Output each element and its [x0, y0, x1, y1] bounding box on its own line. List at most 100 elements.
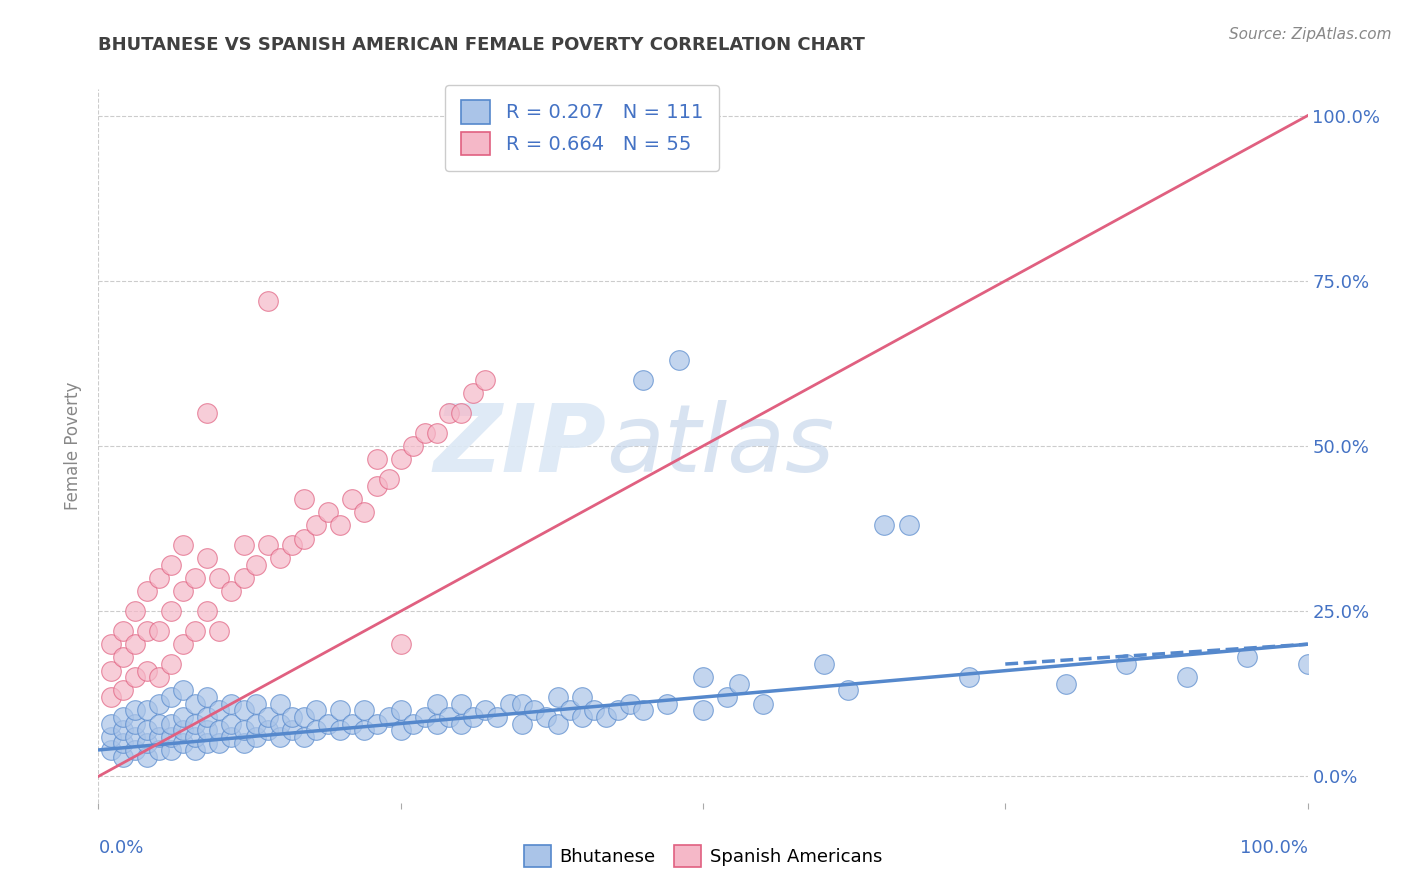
Point — [474, 703, 496, 717]
Point — [269, 730, 291, 744]
Point — [111, 683, 134, 698]
Point — [463, 386, 485, 401]
Point — [111, 723, 134, 738]
Point — [595, 710, 617, 724]
Point — [208, 703, 231, 717]
Point — [607, 703, 630, 717]
Point — [534, 710, 557, 724]
Point — [389, 452, 412, 467]
Point — [195, 406, 218, 420]
Point — [148, 670, 170, 684]
Point — [837, 683, 859, 698]
Point — [752, 697, 775, 711]
Point — [208, 624, 231, 638]
Point — [160, 558, 183, 572]
Point — [195, 551, 218, 566]
Point — [269, 697, 291, 711]
Point — [100, 730, 122, 744]
Point — [184, 716, 207, 731]
Point — [256, 723, 278, 738]
Point — [124, 703, 146, 717]
Point — [172, 736, 194, 750]
Point — [221, 730, 243, 744]
Point — [305, 703, 328, 717]
Point — [172, 723, 194, 738]
Point — [208, 723, 231, 738]
Point — [135, 703, 157, 717]
Point — [498, 697, 520, 711]
Point — [135, 736, 157, 750]
Point — [366, 478, 388, 492]
Point — [269, 716, 291, 731]
Point — [148, 716, 170, 731]
Point — [232, 571, 254, 585]
Point — [463, 710, 485, 724]
Text: atlas: atlas — [606, 401, 835, 491]
Point — [135, 723, 157, 738]
Point — [1054, 677, 1077, 691]
Point — [100, 637, 122, 651]
Point — [100, 690, 122, 704]
Point — [148, 697, 170, 711]
Point — [195, 690, 218, 704]
Point — [342, 491, 364, 506]
Point — [208, 571, 231, 585]
Point — [221, 584, 243, 599]
Point — [631, 373, 654, 387]
Point — [256, 293, 278, 308]
Point — [160, 730, 183, 744]
Point — [353, 723, 375, 738]
Point — [184, 624, 207, 638]
Point — [232, 736, 254, 750]
Point — [160, 743, 183, 757]
Legend: Bhutanese, Spanish Americans: Bhutanese, Spanish Americans — [516, 838, 890, 874]
Point — [619, 697, 641, 711]
Point — [402, 716, 425, 731]
Point — [402, 439, 425, 453]
Point — [172, 710, 194, 724]
Point — [437, 406, 460, 420]
Point — [353, 703, 375, 717]
Point — [184, 697, 207, 711]
Point — [195, 710, 218, 724]
Point — [292, 730, 315, 744]
Point — [413, 710, 436, 724]
Point — [292, 710, 315, 724]
Point — [305, 723, 328, 738]
Point — [135, 664, 157, 678]
Point — [389, 637, 412, 651]
Point — [486, 710, 509, 724]
Point — [329, 703, 352, 717]
Point — [377, 472, 399, 486]
Point — [957, 670, 980, 684]
Point — [100, 743, 122, 757]
Point — [873, 518, 896, 533]
Point — [558, 703, 581, 717]
Text: 100.0%: 100.0% — [1240, 839, 1308, 857]
Point — [668, 353, 690, 368]
Point — [389, 703, 412, 717]
Point — [305, 518, 328, 533]
Point — [292, 491, 315, 506]
Point — [160, 690, 183, 704]
Point — [547, 716, 569, 731]
Point — [195, 604, 218, 618]
Point — [208, 736, 231, 750]
Text: ZIP: ZIP — [433, 400, 606, 492]
Point — [316, 505, 339, 519]
Point — [184, 743, 207, 757]
Point — [245, 716, 267, 731]
Point — [474, 373, 496, 387]
Point — [426, 425, 449, 440]
Point — [450, 716, 472, 731]
Point — [281, 538, 304, 552]
Point — [124, 716, 146, 731]
Point — [135, 624, 157, 638]
Point — [389, 723, 412, 738]
Point — [184, 730, 207, 744]
Point — [450, 697, 472, 711]
Point — [124, 743, 146, 757]
Point — [172, 637, 194, 651]
Point — [135, 749, 157, 764]
Point — [160, 716, 183, 731]
